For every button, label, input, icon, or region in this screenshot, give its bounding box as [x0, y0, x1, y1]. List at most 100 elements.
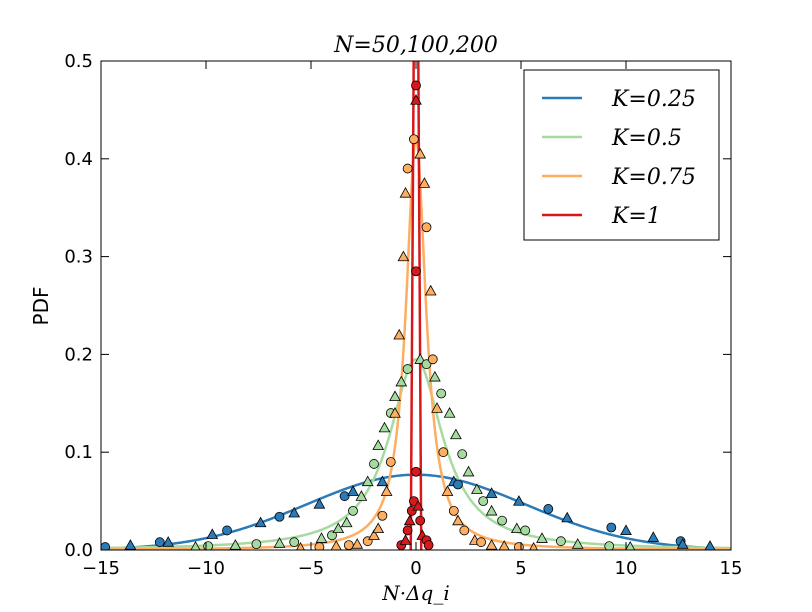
- data-point-1-22: [429, 370, 441, 382]
- data-point-0-16: [513, 495, 525, 506]
- data-point-2-7: [372, 522, 385, 534]
- data-point-0-23: [676, 538, 689, 549]
- data-point-3-8: [415, 515, 426, 526]
- data-point-1-35: [556, 536, 566, 547]
- data-point-2-30: [485, 539, 498, 550]
- data-point-2-14: [399, 187, 412, 198]
- legend: K=0.25 K=0.5 K=0.75 K=1: [523, 69, 720, 241]
- data-point-1-31: [497, 515, 508, 526]
- x-tick-label: −10: [187, 558, 225, 579]
- data-point-2-18: [418, 177, 431, 188]
- data-point-2-27: [459, 525, 470, 536]
- data-point-1-11: [355, 490, 368, 501]
- data-point-2-25: [448, 505, 459, 516]
- y-tick-label: 0.4: [64, 149, 93, 170]
- data-point-1-36: [571, 538, 584, 549]
- data-point-0-0: [101, 542, 111, 550]
- data-point-0-12: [376, 475, 389, 487]
- data-point-3-14: [410, 94, 422, 105]
- data-point-1-12: [361, 475, 374, 487]
- series-line-3: [409, 61, 423, 550]
- data-point-1-15: [378, 421, 391, 433]
- data-point-0-9: [313, 498, 326, 509]
- data-point-0-17: [543, 504, 554, 514]
- data-point-1-7: [327, 530, 337, 541]
- ticks-layer: −15 −10 −5 0 5 10 15 0.0 0.1 0.2 0.3 0.4 0.5: [64, 51, 742, 579]
- data-point-1-17: [389, 390, 401, 402]
- data-point-1-38: [625, 541, 636, 550]
- data-point-1-28: [471, 483, 483, 494]
- data-point-0-7: [274, 511, 285, 522]
- data-point-1-2: [229, 539, 242, 550]
- data-point-1-27: [462, 465, 475, 477]
- data-point-1-32: [510, 522, 523, 534]
- data-point-0-20: [620, 524, 632, 535]
- data-point-2-4: [351, 538, 364, 549]
- data-point-3-12: [411, 266, 421, 277]
- markers-layer: [101, 80, 716, 550]
- data-point-1-19: [402, 364, 413, 374]
- data-point-2-8: [377, 510, 388, 521]
- data-point-2-0: [296, 542, 305, 550]
- legend-label-2: K=0.75: [611, 165, 696, 190]
- data-point-2-17: [414, 147, 427, 159]
- data-point-0-11: [347, 485, 359, 496]
- data-point-1-18: [395, 375, 408, 387]
- y-tick-label: 0.2: [64, 344, 93, 365]
- data-point-0-14: [453, 479, 463, 490]
- y-tick-label: 0.0: [64, 540, 93, 561]
- y-axis-label: PDF: [29, 287, 53, 326]
- data-point-0-24: [704, 540, 716, 550]
- legend-label-3: K=1: [611, 204, 661, 229]
- y-tick-label: 0.1: [64, 442, 93, 463]
- data-point-1-25: [450, 428, 462, 440]
- data-point-2-16: [408, 134, 419, 145]
- data-point-2-22: [431, 402, 443, 413]
- x-tick-label: −15: [82, 558, 120, 579]
- data-point-1-33: [520, 525, 531, 536]
- data-point-2-19: [421, 222, 432, 233]
- x-tick-label: −5: [298, 558, 325, 579]
- data-point-2-26: [452, 514, 464, 526]
- data-point-3-7: [412, 499, 424, 511]
- data-point-2-1: [314, 542, 325, 550]
- data-point-0-3: [162, 536, 175, 547]
- data-point-3-2: [402, 525, 413, 536]
- data-point-0-19: [606, 522, 617, 533]
- data-point-1-3: [251, 539, 262, 550]
- legend-label-0: K=0.25: [611, 87, 696, 112]
- chart-title: N=50,100,200: [333, 33, 498, 58]
- data-point-2-9: [380, 485, 393, 496]
- data-point-0-18: [561, 511, 574, 523]
- data-point-1-37: [604, 541, 615, 550]
- data-point-1-24: [443, 407, 456, 418]
- data-point-3-11: [423, 540, 434, 550]
- x-tick-label: 0: [410, 558, 421, 579]
- y-tick-label: 0.3: [64, 247, 93, 268]
- data-point-3-6: [411, 466, 421, 477]
- data-point-1-34: [536, 532, 548, 543]
- data-point-1-14: [372, 439, 385, 450]
- data-point-2-24: [441, 485, 454, 496]
- data-point-3-1: [399, 534, 412, 545]
- data-point-0-15: [485, 487, 498, 498]
- data-point-2-15: [402, 163, 413, 174]
- data-point-1-4: [273, 537, 286, 548]
- data-point-1-29: [478, 496, 489, 507]
- data-point-2-29: [476, 537, 487, 548]
- data-point-2-6: [368, 529, 380, 540]
- data-point-1-1: [203, 541, 213, 550]
- x-tick-label: 10: [615, 558, 638, 579]
- y-tick-label: 0.5: [64, 51, 93, 72]
- data-point-0-5: [222, 525, 232, 536]
- data-point-1-5: [289, 537, 300, 548]
- data-point-2-33: [529, 542, 539, 550]
- data-point-1-6: [315, 532, 328, 543]
- data-point-1-9: [340, 516, 353, 528]
- legend-label-1: K=0.5: [611, 126, 682, 151]
- x-tick-label: 5: [515, 558, 526, 579]
- data-point-2-13: [397, 250, 410, 262]
- data-point-0-6: [254, 516, 267, 528]
- data-point-0-1: [124, 539, 137, 550]
